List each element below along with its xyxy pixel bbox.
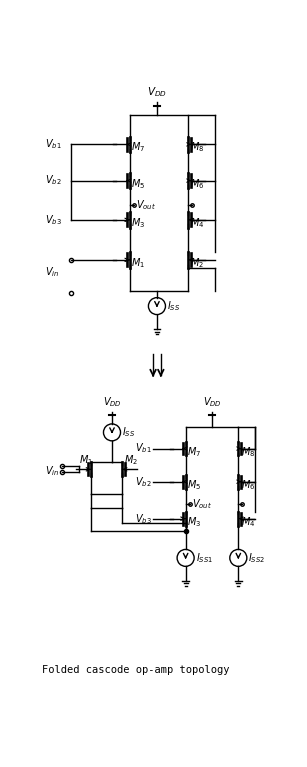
Text: $M_3$: $M_3$ bbox=[131, 216, 146, 230]
Text: $M_8$: $M_8$ bbox=[190, 140, 204, 154]
Text: $M_3$: $M_3$ bbox=[187, 515, 201, 528]
Text: $I_{SS}$: $I_{SS}$ bbox=[167, 299, 180, 313]
Text: $M_2$: $M_2$ bbox=[124, 453, 138, 467]
Text: $M_1$: $M_1$ bbox=[79, 453, 93, 467]
Text: $M_7$: $M_7$ bbox=[187, 445, 201, 459]
Text: $I_{SS}$: $I_{SS}$ bbox=[122, 426, 135, 439]
Text: $M_4$: $M_4$ bbox=[241, 515, 255, 528]
Text: $I_{SS2}$: $I_{SS2}$ bbox=[248, 551, 266, 565]
Text: $V_{b1}$: $V_{b1}$ bbox=[135, 442, 152, 456]
Text: $V_{b2}$: $V_{b2}$ bbox=[135, 475, 152, 489]
Text: $M_6$: $M_6$ bbox=[190, 176, 204, 190]
Text: $M_5$: $M_5$ bbox=[187, 478, 201, 492]
Text: $V_{DD}$: $V_{DD}$ bbox=[147, 85, 167, 99]
Text: $V_{out}$: $V_{out}$ bbox=[136, 199, 156, 212]
Text: Folded cascode op-amp topology: Folded cascode op-amp topology bbox=[42, 664, 230, 674]
Text: $M_8$: $M_8$ bbox=[241, 445, 255, 459]
Text: $V_{in}$: $V_{in}$ bbox=[45, 464, 59, 478]
Text: $V_{DD}$: $V_{DD}$ bbox=[103, 395, 121, 409]
Text: $V_{b3}$: $V_{b3}$ bbox=[45, 213, 61, 227]
Text: $V_{b3}$: $V_{b3}$ bbox=[135, 512, 152, 525]
Text: $M_1$: $M_1$ bbox=[131, 256, 146, 270]
Text: $M_6$: $M_6$ bbox=[241, 478, 255, 492]
Text: $M_4$: $M_4$ bbox=[190, 216, 205, 230]
Text: $M_2$: $M_2$ bbox=[190, 256, 204, 270]
Text: $V_{b1}$: $V_{b1}$ bbox=[45, 137, 61, 151]
Text: $I_{SS1}$: $I_{SS1}$ bbox=[196, 551, 213, 565]
Text: $M_5$: $M_5$ bbox=[131, 176, 146, 190]
Text: $V_{in}$: $V_{in}$ bbox=[45, 265, 59, 279]
Text: $V_{b2}$: $V_{b2}$ bbox=[45, 173, 61, 187]
Text: $V_{DD}$: $V_{DD}$ bbox=[203, 395, 221, 409]
Text: $V_{out}$: $V_{out}$ bbox=[192, 497, 212, 511]
Text: $M_7$: $M_7$ bbox=[131, 140, 146, 154]
